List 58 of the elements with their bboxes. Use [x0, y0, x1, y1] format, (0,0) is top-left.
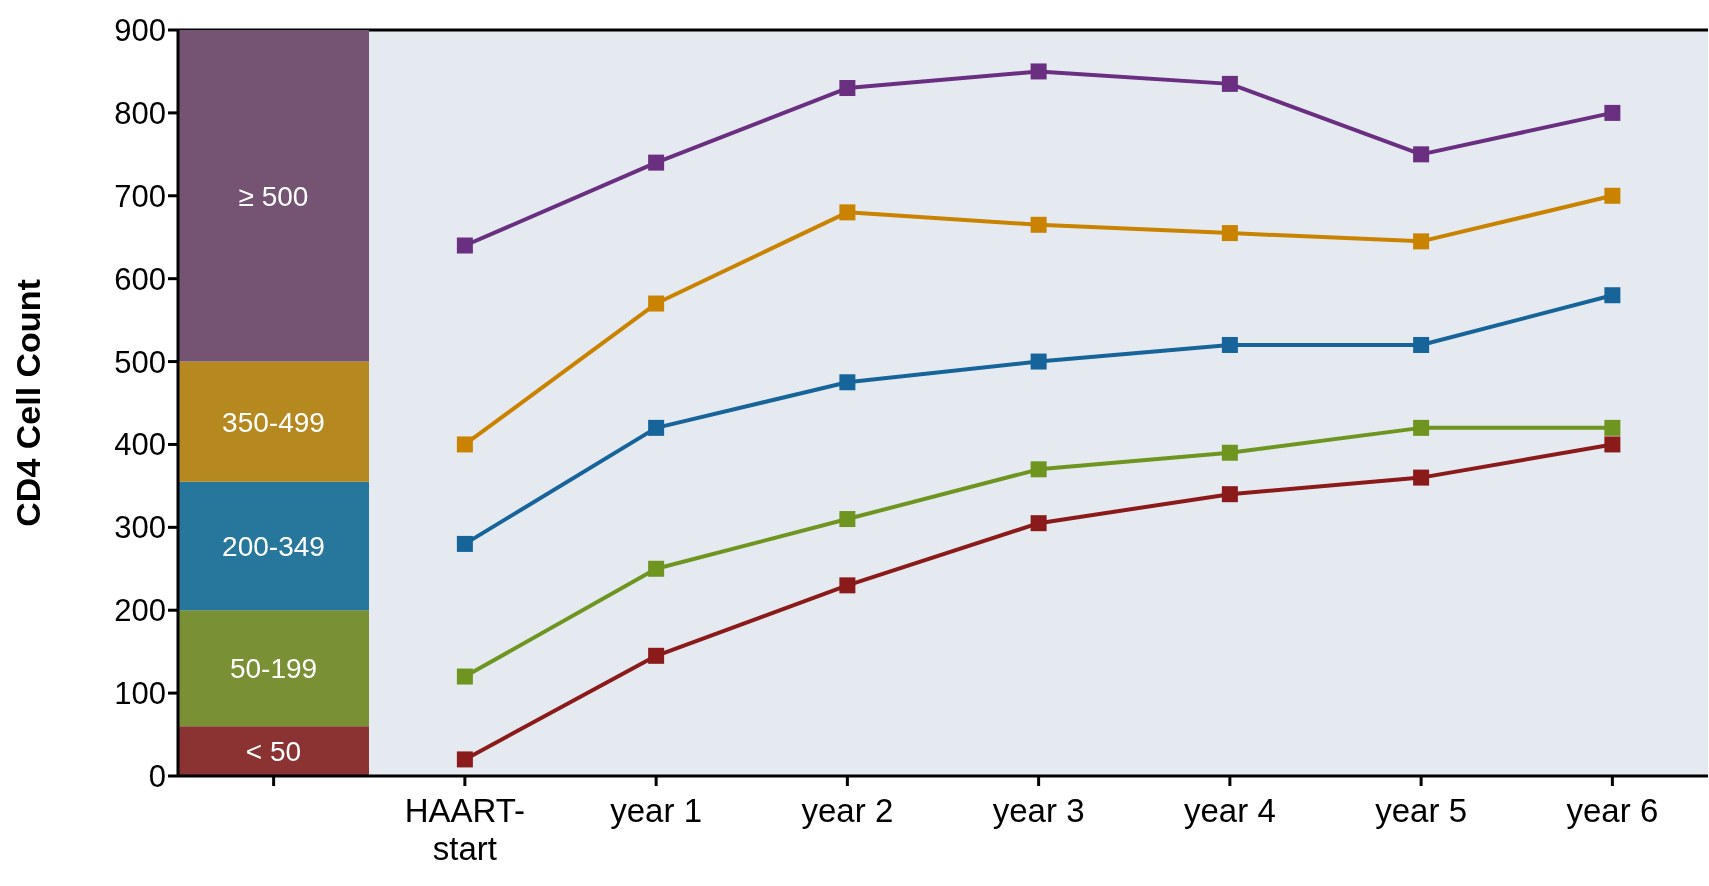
y-tick-label: 200: [114, 593, 166, 629]
point: [1604, 436, 1621, 453]
point: [456, 237, 473, 254]
point: [648, 295, 665, 312]
point: [1604, 419, 1621, 436]
point: [1030, 353, 1047, 370]
x-tick-label: year 1: [610, 792, 702, 829]
series-label: < 50: [245, 736, 302, 768]
y-tick-label: 600: [114, 261, 166, 297]
x-tick-label: HAART-start: [404, 792, 526, 867]
y-tick-label: 900: [114, 13, 166, 49]
y-tick-label: 300: [114, 510, 166, 546]
x-tick-label: year 4: [1184, 792, 1276, 829]
point: [456, 436, 473, 453]
x-tick-label: year 3: [992, 792, 1085, 829]
series-label: 200-349: [222, 530, 325, 562]
y-tick-label: 400: [114, 427, 166, 463]
point: [1604, 287, 1621, 304]
point: [1221, 336, 1238, 353]
y-tick-label: 800: [114, 95, 166, 131]
point: [648, 154, 665, 171]
point: [839, 80, 856, 97]
y-tick-label: 100: [114, 676, 166, 712]
point: [1413, 469, 1430, 486]
point: [1413, 419, 1430, 436]
point: [839, 204, 856, 221]
point: [1221, 444, 1238, 461]
point: [1030, 216, 1047, 233]
point: [1604, 187, 1621, 204]
point: [648, 419, 665, 436]
point: [839, 577, 856, 594]
point: [839, 374, 856, 391]
point: [839, 511, 856, 528]
y-axis-title: CD4 Cell Count: [9, 279, 48, 527]
point: [456, 751, 473, 768]
point: [1413, 233, 1430, 250]
x-tick-label: year 5: [1375, 792, 1467, 829]
x-tick-label: year 2: [801, 792, 894, 829]
point: [456, 668, 473, 685]
point: [1030, 515, 1047, 532]
point: [1030, 63, 1047, 80]
y-tick-label: 500: [114, 344, 166, 380]
point: [648, 560, 665, 577]
point: [1221, 225, 1238, 242]
point: [1413, 146, 1430, 163]
series-label: 350-499: [222, 406, 325, 438]
y-tick-label: 700: [114, 178, 166, 214]
point: [1604, 104, 1621, 121]
point: [456, 535, 473, 552]
series-label: ≥ 500: [238, 180, 309, 212]
point: [1221, 486, 1238, 503]
point: [1413, 336, 1430, 353]
y-tick-label: 0: [148, 759, 166, 795]
point: [1030, 461, 1047, 478]
point: [648, 647, 665, 664]
point: [1221, 75, 1238, 92]
series-label: 50-199: [229, 653, 318, 685]
x-tick-label: year 6: [1566, 792, 1659, 829]
